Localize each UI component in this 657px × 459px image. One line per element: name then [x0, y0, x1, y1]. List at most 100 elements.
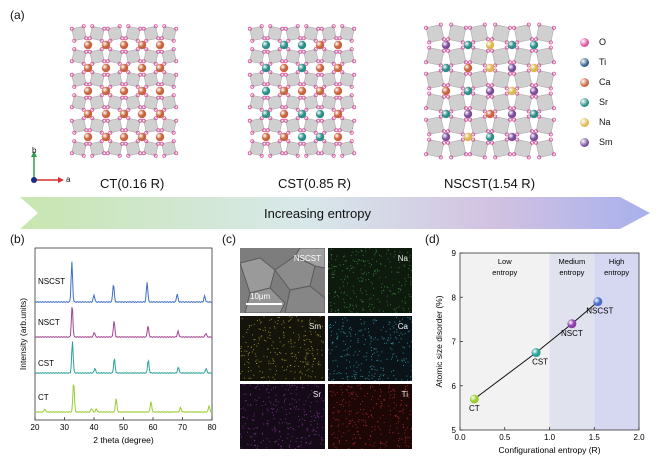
- oxygen-atom: [529, 94, 534, 99]
- oxygen-atom: [304, 24, 309, 29]
- oxygen-atom: [90, 116, 95, 121]
- oxygen-atom: [295, 61, 300, 66]
- cation-atom-ca: [333, 63, 343, 73]
- tio6-octahedron: [71, 25, 87, 42]
- oxygen-atom: [441, 48, 446, 53]
- oxygen-atom: [446, 140, 451, 145]
- oxygen-atom: [120, 82, 125, 87]
- oxygen-atom: [515, 132, 520, 137]
- data-point-label: CST: [532, 358, 548, 367]
- cation-atom-ca: [83, 63, 93, 73]
- cation-atom-ca: [119, 132, 129, 142]
- panel-label-a: (a): [10, 8, 25, 22]
- oxygen-atom: [331, 153, 336, 158]
- oxygen-atom: [504, 40, 509, 45]
- tio6-octahedron: [425, 93, 445, 112]
- tio6-octahedron: [285, 25, 301, 42]
- oxygen-atom: [156, 36, 161, 41]
- tio6-octahedron: [321, 117, 337, 134]
- cation-atom-ca: [137, 86, 147, 96]
- eds-map-ti: Ti: [328, 384, 412, 449]
- oxygen-atom: [247, 118, 252, 123]
- tio6-octahedron: [447, 93, 467, 112]
- oxygen-atom: [268, 153, 273, 158]
- cation-atom-ca: [83, 109, 93, 119]
- cation-atom-ca: [83, 40, 93, 50]
- oxygen-atom: [156, 82, 161, 87]
- cation-atom-na: [485, 63, 495, 73]
- oxygen-atom: [90, 70, 95, 75]
- oxygen-atom: [159, 95, 164, 100]
- oxygen-atom: [526, 68, 531, 73]
- oxygen-atom: [331, 116, 336, 121]
- oxygen-atom: [438, 68, 443, 73]
- oxygen-atom: [259, 70, 264, 75]
- oxygen-atom: [441, 37, 446, 42]
- oxygen-atom: [277, 130, 282, 135]
- oxygen-atom: [493, 63, 498, 68]
- oxygen-atom: [90, 61, 95, 66]
- oxygen-atom: [427, 45, 432, 50]
- tio6-octahedron: [89, 140, 105, 157]
- cation-atom-ca: [279, 86, 289, 96]
- oxygen-atom: [548, 45, 553, 50]
- xrd-x-tick-label: 80: [208, 423, 217, 432]
- oxygen-atom: [446, 48, 451, 53]
- oxygen-atom: [446, 94, 451, 99]
- tio6-octahedron: [285, 117, 301, 134]
- tio6-octahedron: [249, 140, 265, 157]
- oxygen-atom: [81, 70, 86, 75]
- tio6-octahedron: [303, 71, 319, 88]
- tio6-octahedron: [249, 71, 265, 88]
- oxygen-atom: [352, 118, 357, 123]
- oxygen-atom: [331, 70, 336, 75]
- scatter-x-tick-label: 0.0: [454, 433, 466, 442]
- oxygen-atom: [259, 116, 264, 121]
- oxygen-atom: [162, 153, 167, 158]
- oxygen-atom: [84, 49, 89, 54]
- tio6-octahedron: [447, 70, 467, 89]
- tio6-octahedron: [285, 140, 301, 157]
- cation-atom-sr: [463, 86, 473, 96]
- oxygen-atom: [548, 40, 553, 45]
- oxygen-atom: [117, 116, 122, 121]
- oxygen-atom: [144, 47, 149, 52]
- tio6-octahedron: [161, 71, 177, 88]
- tio6-octahedron: [321, 71, 337, 88]
- tio6-octahedron: [143, 25, 159, 42]
- scatter-x-axis-title: Configurational entropy (R): [498, 445, 600, 455]
- oxygen-atom: [286, 38, 291, 43]
- oxygen-atom: [156, 49, 161, 54]
- oxygen-atom: [515, 45, 520, 50]
- oxygen-atom: [99, 93, 104, 98]
- oxygen-atom: [144, 84, 149, 89]
- structure-label-nscst: NSCST(1.54 R): [444, 176, 536, 191]
- oxygen-atom: [534, 140, 539, 145]
- oxygen-atom: [490, 37, 495, 42]
- eds-map-na-label: Na: [397, 254, 408, 263]
- oxygen-atom: [352, 151, 357, 156]
- oxygen-atom: [438, 22, 443, 27]
- oxygen-atom: [301, 128, 306, 133]
- oxygen-atom: [515, 86, 520, 91]
- oxygen-atom: [141, 105, 146, 110]
- oxygen-atom: [313, 84, 318, 89]
- oxygen-atom: [460, 132, 465, 137]
- cation-atom-ca: [83, 132, 93, 142]
- oxygen-atom: [102, 118, 107, 123]
- oxygen-atom: [441, 83, 446, 88]
- sem-grain-texture: [240, 248, 325, 313]
- oxygen-atom: [449, 68, 454, 73]
- oxygen-atom: [352, 72, 357, 77]
- tio6-octahedron: [303, 140, 319, 157]
- oxygen-atom: [319, 118, 324, 123]
- oxygen-atom: [286, 93, 291, 98]
- oxygen-atom: [424, 117, 429, 122]
- oxygen-atom: [247, 105, 252, 110]
- oxygen-atom: [123, 36, 128, 41]
- region-label: entropy: [492, 268, 517, 277]
- oxygen-atom: [534, 48, 539, 53]
- oxygen-atom: [340, 153, 345, 158]
- tio6-octahedron: [107, 48, 123, 65]
- oxygen-atom: [153, 116, 158, 121]
